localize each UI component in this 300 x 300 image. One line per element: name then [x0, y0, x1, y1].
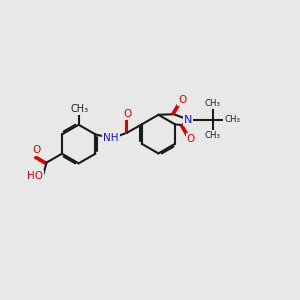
Text: NH: NH — [103, 133, 118, 143]
Text: CH₃: CH₃ — [70, 104, 88, 114]
Text: N: N — [184, 115, 192, 124]
Text: CH₃: CH₃ — [224, 115, 240, 124]
Text: O: O — [124, 109, 132, 119]
Text: O: O — [32, 146, 41, 155]
Text: HO: HO — [27, 171, 43, 181]
Text: O: O — [187, 134, 195, 144]
Text: CH₃: CH₃ — [205, 99, 220, 108]
Text: CH₃: CH₃ — [205, 131, 220, 140]
Text: O: O — [178, 95, 187, 105]
